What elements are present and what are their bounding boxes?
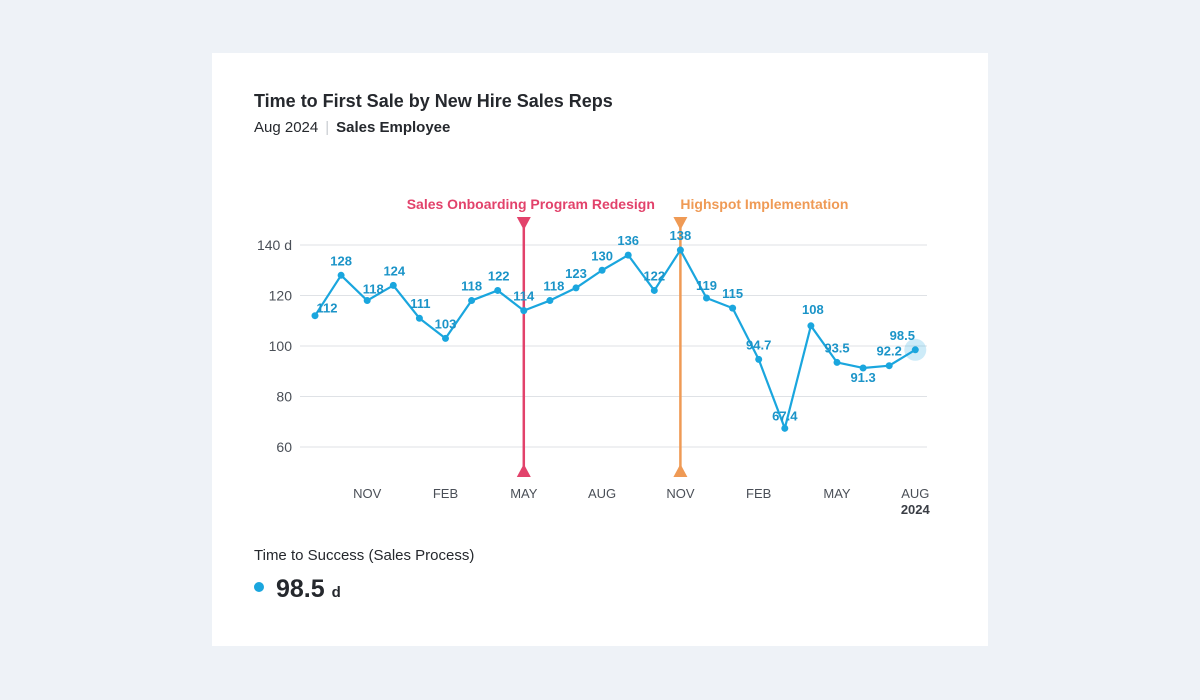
data-point bbox=[885, 362, 893, 370]
data-point bbox=[859, 364, 867, 372]
data-point bbox=[520, 307, 528, 315]
event-label: Sales Onboarding Program Redesign bbox=[407, 196, 655, 212]
event-marker-top bbox=[673, 217, 688, 230]
x-tick-label: FEB bbox=[433, 486, 458, 501]
event-label: Highspot Implementation bbox=[680, 196, 848, 212]
series-line bbox=[314, 248, 916, 430]
data-label: 119 bbox=[696, 278, 717, 293]
event-marker-bottom bbox=[673, 464, 688, 477]
chart-card: Time to First Sale by New Hire Sales Rep… bbox=[212, 53, 988, 646]
x-tick-label: MAY bbox=[510, 486, 538, 501]
data-point bbox=[650, 286, 658, 294]
data-point bbox=[703, 294, 710, 302]
subtitle-divider: | bbox=[325, 119, 330, 136]
data-label: 118 bbox=[543, 279, 564, 294]
data-point bbox=[781, 424, 789, 432]
data-label: 130 bbox=[591, 248, 613, 263]
subtitle-date: Aug 2024 bbox=[254, 119, 319, 136]
data-point bbox=[807, 322, 815, 330]
data-label: 114 bbox=[513, 289, 535, 304]
data-label: 91.3 bbox=[850, 370, 875, 385]
data-label: 128 bbox=[330, 253, 352, 268]
x-tick-label: NOV bbox=[666, 486, 695, 501]
data-point bbox=[598, 266, 606, 274]
data-point bbox=[337, 271, 345, 279]
y-tick-label: 60 bbox=[276, 439, 292, 455]
data-label: 98.5 bbox=[890, 328, 915, 343]
metric-unit: d bbox=[331, 584, 341, 601]
x-tick-label: AUG bbox=[588, 486, 616, 501]
data-point bbox=[494, 286, 502, 294]
data-point bbox=[911, 346, 919, 354]
data-label: 122 bbox=[488, 268, 510, 283]
data-label: 115 bbox=[722, 286, 743, 301]
data-point bbox=[624, 251, 632, 259]
data-label: 103 bbox=[435, 316, 457, 331]
subtitle-filter: Sales Employee bbox=[336, 119, 451, 136]
data-point bbox=[546, 297, 554, 305]
data-label: 118 bbox=[363, 282, 384, 297]
data-point bbox=[389, 281, 397, 289]
event-marker-bottom bbox=[516, 464, 531, 477]
data-point bbox=[729, 304, 737, 312]
x-tick-label: AUG bbox=[901, 486, 929, 501]
metric-readout: 98.5 d bbox=[254, 575, 341, 604]
data-label: 123 bbox=[565, 266, 587, 281]
data-point bbox=[572, 284, 580, 292]
y-tick-label: 80 bbox=[276, 389, 292, 405]
data-label: 94.7 bbox=[746, 337, 771, 352]
y-tick-label: 100 bbox=[269, 338, 293, 354]
data-label: 138 bbox=[670, 228, 692, 243]
data-point bbox=[833, 358, 841, 366]
data-label: 108 bbox=[802, 302, 824, 317]
event-marker-top bbox=[516, 217, 531, 230]
data-label: 67.4 bbox=[772, 408, 798, 423]
data-label: 112 bbox=[317, 301, 338, 316]
data-label: 111 bbox=[410, 296, 430, 311]
x-tick-label: MAY bbox=[823, 486, 851, 501]
data-label: 118 bbox=[461, 279, 482, 294]
metric-label: Time to Success (Sales Process) bbox=[254, 547, 475, 564]
series-legend-dot bbox=[254, 582, 264, 592]
data-label: 124 bbox=[383, 263, 405, 278]
data-point bbox=[442, 334, 449, 342]
data-label: 92.2 bbox=[877, 344, 902, 359]
data-point bbox=[363, 297, 371, 305]
data-label: 93.5 bbox=[824, 340, 849, 355]
metric-value: 98.5 bbox=[276, 575, 325, 603]
x-tick-year-label: 2024 bbox=[901, 502, 931, 517]
data-label: 122 bbox=[643, 268, 665, 283]
data-point bbox=[676, 246, 684, 254]
y-tick-label: 120 bbox=[269, 288, 293, 304]
data-point bbox=[311, 312, 319, 320]
chart-subtitle: Aug 2024 | Sales Employee bbox=[254, 119, 450, 136]
data-point bbox=[468, 297, 476, 305]
x-tick-label: NOV bbox=[353, 486, 382, 501]
y-tick-label: 140 d bbox=[257, 237, 292, 253]
data-label: 136 bbox=[617, 233, 639, 248]
data-point bbox=[755, 355, 763, 363]
data-point bbox=[415, 314, 423, 322]
chart-title: Time to First Sale by New Hire Sales Rep… bbox=[254, 91, 613, 111]
x-tick-label: FEB bbox=[746, 486, 771, 501]
